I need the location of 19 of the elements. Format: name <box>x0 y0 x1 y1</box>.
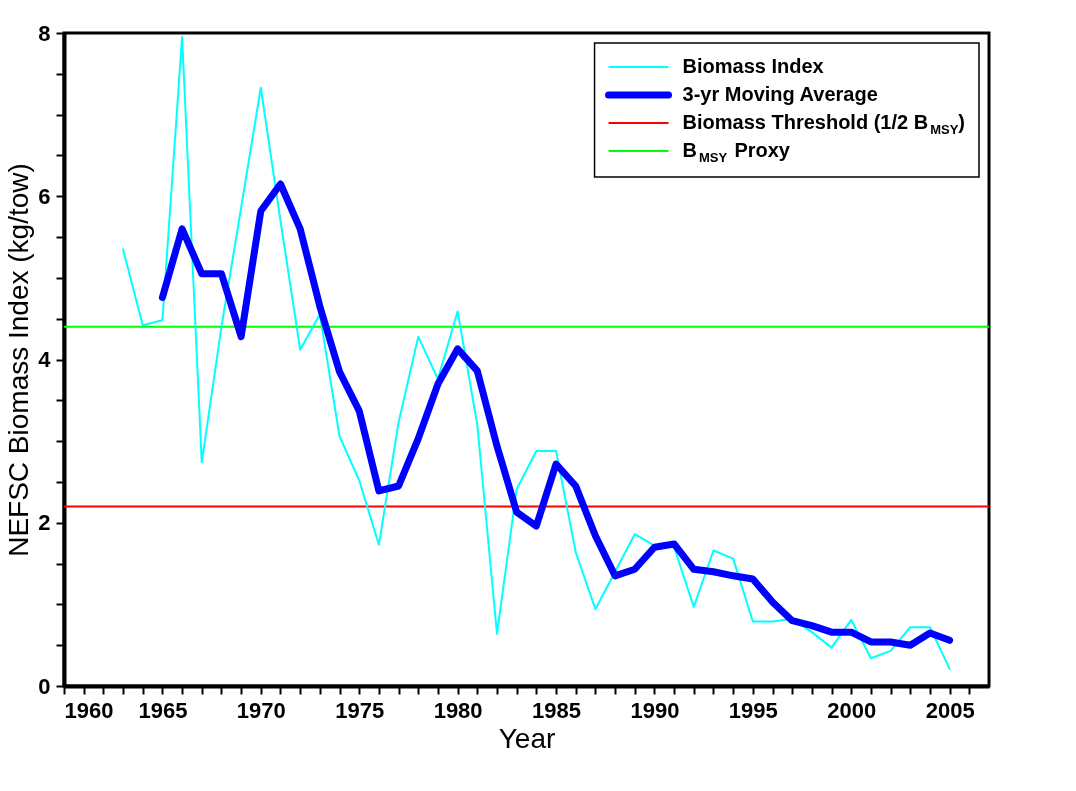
y-tick-label: 2 <box>38 510 51 536</box>
x-tick-label: 1960 <box>64 697 114 723</box>
y-tick-label: 4 <box>38 347 52 372</box>
x-tick-label: 1970 <box>236 697 286 723</box>
x-tick-label: 1980 <box>433 697 483 723</box>
x-axis-title: Year <box>498 722 556 754</box>
x-tick-label: 1995 <box>728 697 778 723</box>
legend-label: Biomass Index <box>682 55 824 77</box>
y-tick-label: 0 <box>38 673 51 699</box>
x-tick-label: 1990 <box>630 697 680 723</box>
x-tick-label: 1975 <box>335 697 385 723</box>
legend-label: 3-yr Moving Average <box>682 83 878 105</box>
y-tick-label: 6 <box>38 183 51 209</box>
x-tick-label: 2005 <box>925 697 975 723</box>
x-tick-label: 1965 <box>138 697 188 723</box>
y-tick-label: 8 <box>38 20 51 46</box>
x-tick-label: 2000 <box>827 697 877 723</box>
x-tick-label: 1985 <box>532 697 581 723</box>
y-axis-title: NEFSC Biomass Index (kg/tow) <box>3 163 35 557</box>
